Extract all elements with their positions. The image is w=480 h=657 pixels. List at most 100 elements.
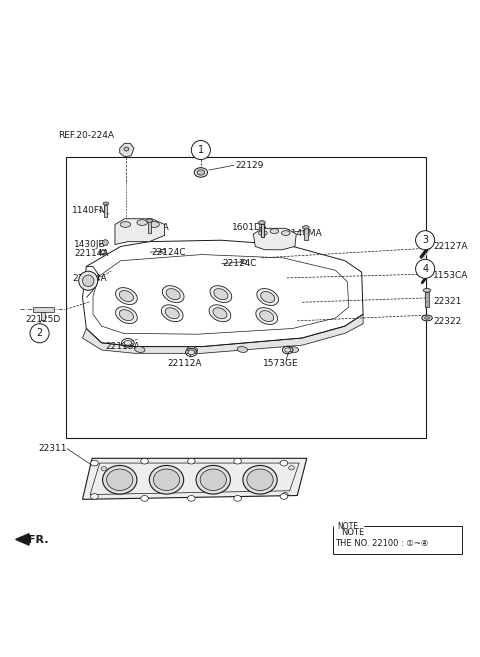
Text: 1140FN: 1140FN [72,206,107,215]
Ellipse shape [288,466,294,470]
Text: 21314A: 21314A [72,275,107,283]
Ellipse shape [116,288,137,304]
Ellipse shape [247,469,273,491]
Ellipse shape [161,305,183,322]
Ellipse shape [422,315,432,321]
Ellipse shape [282,492,288,497]
Ellipse shape [188,495,195,501]
Text: 22124C: 22124C [223,259,257,268]
Ellipse shape [196,465,230,494]
Ellipse shape [101,251,105,254]
Circle shape [416,260,435,279]
Polygon shape [16,533,29,545]
Text: 3: 3 [422,235,428,245]
Ellipse shape [261,292,275,302]
Ellipse shape [120,290,133,302]
Text: NOTE: NOTE [341,528,364,537]
Ellipse shape [214,288,228,300]
Ellipse shape [302,225,309,229]
Ellipse shape [234,459,241,464]
Text: 22112A: 22112A [168,359,202,368]
Bar [105,205,108,217]
Text: 22113A: 22113A [106,342,140,351]
Text: 1573GE: 1573GE [263,359,299,368]
Ellipse shape [281,231,290,235]
Text: 22114A: 22114A [74,249,108,258]
Ellipse shape [270,229,278,233]
Bar [148,221,151,233]
Ellipse shape [423,288,431,292]
Ellipse shape [141,459,148,464]
Text: 1153CA: 1153CA [433,271,468,280]
Text: 22321: 22321 [433,297,462,306]
Polygon shape [253,228,296,250]
Ellipse shape [288,347,299,352]
Ellipse shape [149,465,184,494]
Polygon shape [83,314,363,353]
Ellipse shape [101,466,107,471]
Text: 22322: 22322 [433,317,461,326]
Ellipse shape [210,286,232,303]
Circle shape [30,324,49,343]
Bar [333,526,462,554]
Ellipse shape [120,221,131,227]
Bar [425,292,430,307]
Ellipse shape [120,309,133,321]
Ellipse shape [260,311,274,321]
Text: FR.: FR. [28,535,48,545]
Circle shape [79,271,98,290]
Text: 22311: 22311 [38,444,67,453]
Bar [304,228,308,240]
Bar [33,307,54,312]
Ellipse shape [124,147,129,151]
Text: 1: 1 [198,145,204,155]
Ellipse shape [280,493,288,499]
Bar [261,223,264,237]
Circle shape [103,240,108,246]
Text: 22124C: 22124C [152,248,186,257]
Circle shape [192,141,210,160]
Text: 1601DA: 1601DA [232,223,268,232]
Ellipse shape [116,307,137,324]
Ellipse shape [188,350,195,355]
Ellipse shape [165,307,180,319]
Ellipse shape [234,495,241,501]
Text: THE NO. 22100 : ①~④: THE NO. 22100 : ①~④ [336,539,429,548]
Ellipse shape [280,460,288,466]
Text: 22127A: 22127A [433,242,468,251]
Text: NOTE: NOTE [337,522,358,531]
Ellipse shape [259,231,267,235]
Bar [41,312,45,320]
Polygon shape [115,219,165,244]
Polygon shape [120,143,134,157]
Text: 1140MA: 1140MA [132,223,169,232]
Text: 4: 4 [422,264,428,274]
Text: 1140MA: 1140MA [286,229,323,238]
Ellipse shape [124,340,132,345]
Ellipse shape [243,465,277,494]
Circle shape [83,275,94,286]
Ellipse shape [197,170,204,175]
Ellipse shape [188,459,195,464]
Ellipse shape [162,286,184,303]
Ellipse shape [259,221,265,225]
Text: 2: 2 [36,328,43,338]
Polygon shape [83,459,307,499]
Circle shape [416,231,435,250]
Ellipse shape [149,221,159,227]
Text: 22125D: 22125D [25,315,60,324]
Ellipse shape [194,168,207,177]
Ellipse shape [213,307,227,319]
Ellipse shape [256,307,277,325]
Ellipse shape [187,347,197,352]
Ellipse shape [285,348,291,352]
Ellipse shape [425,317,430,319]
Ellipse shape [103,465,137,494]
Ellipse shape [141,495,148,501]
Ellipse shape [257,288,278,306]
Text: REF.20-224A: REF.20-224A [58,131,114,140]
Ellipse shape [91,493,98,499]
Bar [66,157,426,438]
Text: 22129: 22129 [235,161,264,170]
Ellipse shape [146,219,153,222]
